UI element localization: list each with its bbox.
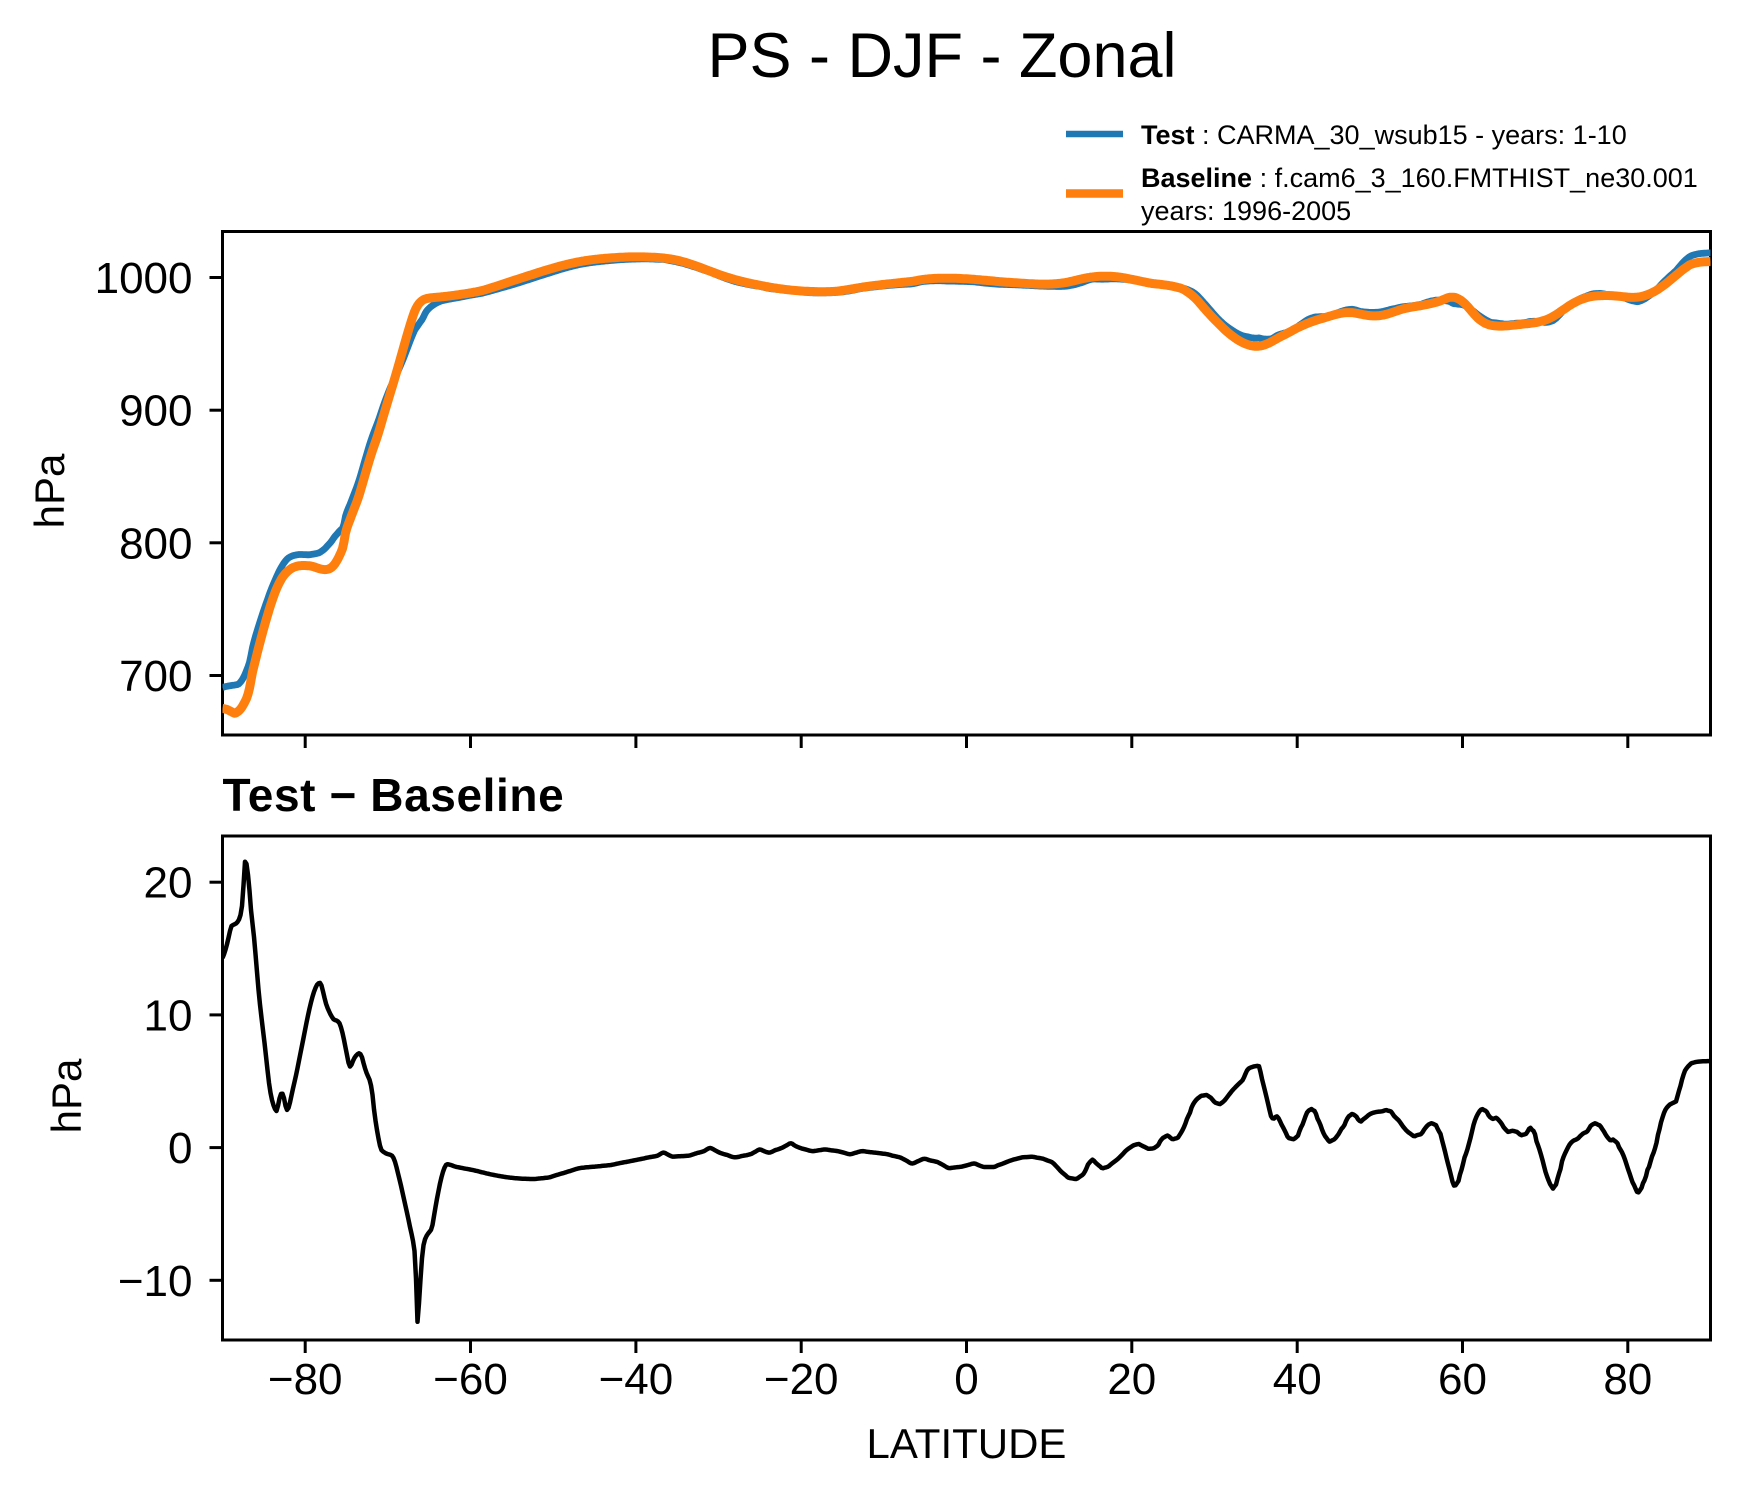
svg-text:60: 60 <box>1438 1355 1487 1404</box>
svg-text:−80: −80 <box>268 1355 343 1404</box>
svg-text:20: 20 <box>144 859 193 908</box>
svg-text:hPa: hPa <box>43 1058 90 1133</box>
svg-text:Baseline : f.cam6_3_160.FMTHIS: Baseline : f.cam6_3_160.FMTHIST_ne30.001 <box>1141 163 1698 193</box>
svg-text:0: 0 <box>168 1124 192 1173</box>
svg-text:−10: −10 <box>118 1257 193 1306</box>
svg-text:0: 0 <box>954 1355 978 1404</box>
svg-text:LATITUDE: LATITUDE <box>867 1420 1067 1467</box>
svg-text:−20: −20 <box>764 1355 839 1404</box>
svg-text:80: 80 <box>1603 1355 1652 1404</box>
svg-text:40: 40 <box>1273 1355 1322 1404</box>
svg-text:800: 800 <box>119 519 192 568</box>
svg-text:years: 1996-2005: years: 1996-2005 <box>1141 196 1351 226</box>
svg-text:PS - DJF - Zonal: PS - DJF - Zonal <box>707 21 1176 91</box>
svg-text:Test : CARMA_30_wsub15 - years: Test : CARMA_30_wsub15 - years: 1-10 <box>1141 120 1627 150</box>
svg-text:20: 20 <box>1107 1355 1156 1404</box>
svg-text:900: 900 <box>119 387 192 436</box>
svg-text:10: 10 <box>144 991 193 1040</box>
svg-text:−60: −60 <box>433 1355 508 1404</box>
svg-text:−40: −40 <box>599 1355 674 1404</box>
svg-text:Test − Baseline: Test − Baseline <box>223 769 565 821</box>
svg-text:700: 700 <box>119 652 192 701</box>
svg-text:hPa: hPa <box>26 453 73 528</box>
svg-text:1000: 1000 <box>95 254 193 303</box>
